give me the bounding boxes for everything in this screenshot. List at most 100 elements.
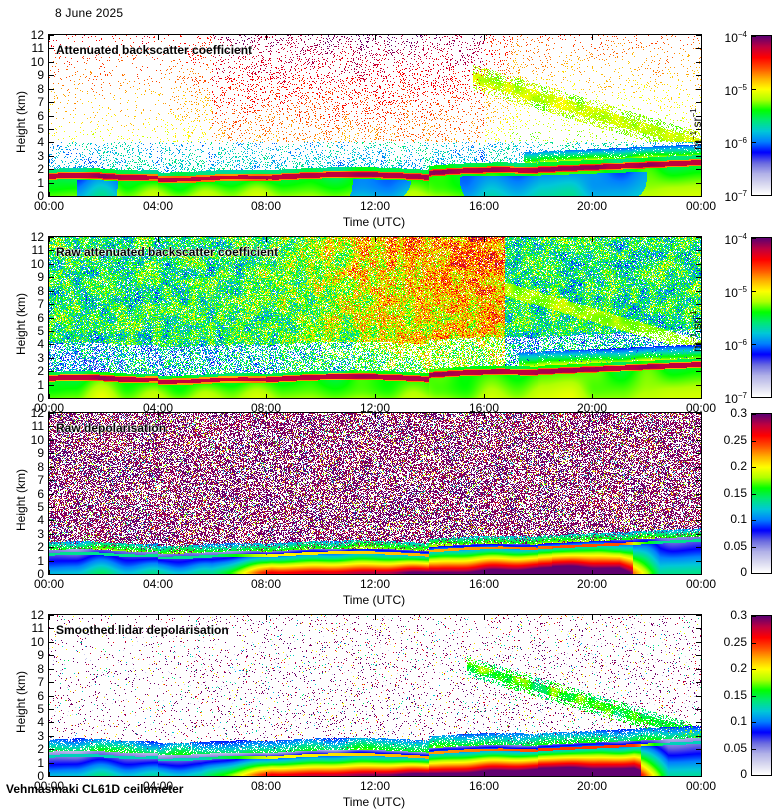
- x-tick-p1-8: [266, 192, 267, 197]
- colorbar-tick-label-p3-5: 0.25: [723, 433, 747, 447]
- colorbar-tick-label-p3-0: 0: [740, 565, 747, 579]
- y-tick-label-p1-11: 11: [31, 41, 44, 55]
- y-tick-right-p3-2: [696, 547, 701, 548]
- x-tick-label-p1-8: 08:00: [250, 199, 282, 213]
- y-tick-p3-9: [49, 453, 54, 454]
- y-tick-p4-4: [49, 722, 54, 723]
- plot-area-2[interactable]: [48, 236, 702, 399]
- x-tick-label-p2-16: 16:00: [468, 401, 500, 415]
- colorbar-tick-p1-1: [752, 142, 756, 143]
- y-tick-p2-8: [49, 291, 54, 292]
- y-tick-right-p2-11: [696, 250, 701, 251]
- x-tick-label-p4-8: 08:00: [250, 779, 282, 793]
- colorbar-tick-label-p3-1: 0.05: [723, 539, 747, 553]
- y-tick-right-p4-1: [696, 763, 701, 764]
- y-tick-p4-9: [49, 655, 54, 656]
- y-tick-right-p1-7: [696, 102, 701, 103]
- y-tick-p1-11: [49, 48, 54, 49]
- y-tick-label-p3-0: 0: [37, 567, 44, 581]
- colorbar-tick-p4-2: [752, 722, 756, 723]
- y-tick-right-p3-7: [696, 480, 701, 481]
- colorbar-tick-p4-5: [752, 643, 756, 644]
- colorbar-3: [751, 413, 772, 574]
- y-tick-p4-6: [49, 696, 54, 697]
- y-tick-right-p3-8: [696, 467, 701, 468]
- y-tick-right-p1-12: [696, 35, 701, 36]
- y-tick-right-p2-0: [696, 398, 701, 399]
- y-tick-p2-6: [49, 318, 54, 319]
- x-tick-label-p3-12: 12:00: [359, 577, 391, 591]
- colorbar-tick-p1-2: [752, 89, 756, 90]
- colorbar-tick-label-p4-1: 0.05: [723, 741, 747, 755]
- x-tick-label-p3-20: 20:00: [576, 577, 608, 591]
- x-tick-label-p1-12: 12:00: [359, 199, 391, 213]
- y-tick-right-p2-5: [696, 331, 701, 332]
- y-tick-label-p2-7: 7: [37, 297, 44, 311]
- x-axis-label-1: Time (UTC): [342, 215, 406, 229]
- y-tick-label-p4-7: 7: [37, 675, 44, 689]
- x-tick-p4-4: [158, 772, 159, 777]
- y-tick-right-p4-8: [696, 669, 701, 670]
- y-tick-label-p4-3: 3: [37, 729, 44, 743]
- y-tick-label-p2-3: 3: [37, 351, 44, 365]
- colorbar-tick-p3-1: [752, 547, 756, 548]
- y-tick-right-p4-12: [696, 615, 701, 616]
- x-tick-top-p2-4: [158, 237, 159, 242]
- plot-area-1[interactable]: [48, 34, 702, 197]
- y-tick-label-p2-11: 11: [31, 243, 44, 257]
- x-tick-top-p4-0: [49, 615, 50, 620]
- y-tick-label-p3-6: 6: [37, 487, 44, 501]
- y-tick-p1-4: [49, 142, 54, 143]
- y-tick-label-p4-2: 2: [37, 742, 44, 756]
- colorbar-tick-label-p2-0: 10−7: [724, 391, 747, 406]
- y-tick-label-p1-5: 5: [37, 122, 44, 136]
- y-tick-p4-2: [49, 749, 54, 750]
- y-tick-right-p4-10: [696, 642, 701, 643]
- y-tick-right-p2-2: [696, 371, 701, 372]
- x-tick-top-p3-20: [592, 413, 593, 418]
- x-tick-p2-12: [375, 394, 376, 399]
- colorbar-tick-p3-4: [752, 467, 756, 468]
- colorbar-tick-p4-0: [752, 775, 756, 776]
- x-tick-top-p2-20: [592, 237, 593, 242]
- y-tick-right-p3-0: [696, 574, 701, 575]
- x-tick-top-p2-12: [375, 237, 376, 242]
- y-tick-label-p2-12: 12: [30, 230, 44, 244]
- x-tick-top-p4-12: [375, 615, 376, 620]
- y-tick-p2-11: [49, 250, 54, 251]
- y-tick-label-p2-5: 5: [37, 324, 44, 338]
- plot-area-4[interactable]: [48, 614, 702, 777]
- x-tick-top-p3-12: [375, 413, 376, 418]
- x-tick-p2-0: [49, 394, 50, 399]
- y-tick-p4-0: [49, 776, 54, 777]
- y-tick-label-p3-5: 5: [37, 500, 44, 514]
- x-tick-top-p1-12: [375, 35, 376, 40]
- plot-area-3[interactable]: [48, 412, 702, 575]
- x-tick-label-p1-16: 16:00: [468, 199, 500, 213]
- y-tick-right-p3-10: [696, 440, 701, 441]
- y-tick-p4-5: [49, 709, 54, 710]
- x-tick-p2-4: [158, 394, 159, 399]
- x-tick-label-p3-0: 00:00: [33, 577, 65, 591]
- x-tick-p4-16: [484, 772, 485, 777]
- y-tick-right-p3-1: [696, 561, 701, 562]
- y-tick-label-p2-0: 0: [37, 391, 44, 405]
- colorbar-tick-label-p1-2: 10−5: [724, 83, 747, 98]
- x-tick-p1-16: [484, 192, 485, 197]
- y-tick-p3-2: [49, 547, 54, 548]
- x-tick-top-p4-8: [266, 615, 267, 620]
- y-tick-right-p4-5: [696, 709, 701, 710]
- x-tick-p2-24: [701, 394, 702, 399]
- y-tick-right-p3-6: [696, 494, 701, 495]
- x-tick-p4-0: [49, 772, 50, 777]
- y-tick-p2-7: [49, 304, 54, 305]
- y-tick-right-p1-4: [696, 142, 701, 143]
- y-tick-label-p1-0: 0: [37, 189, 44, 203]
- y-tick-label-p3-12: 12: [30, 406, 44, 420]
- colorbar-tick-label-p2-2: 10−5: [724, 285, 747, 300]
- colorbar-tick-p3-0: [752, 573, 756, 574]
- y-tick-right-p1-0: [696, 196, 701, 197]
- y-tick-p3-0: [49, 574, 54, 575]
- colorbar-tick-p3-6: [752, 414, 756, 415]
- y-tick-label-p3-1: 1: [37, 554, 44, 568]
